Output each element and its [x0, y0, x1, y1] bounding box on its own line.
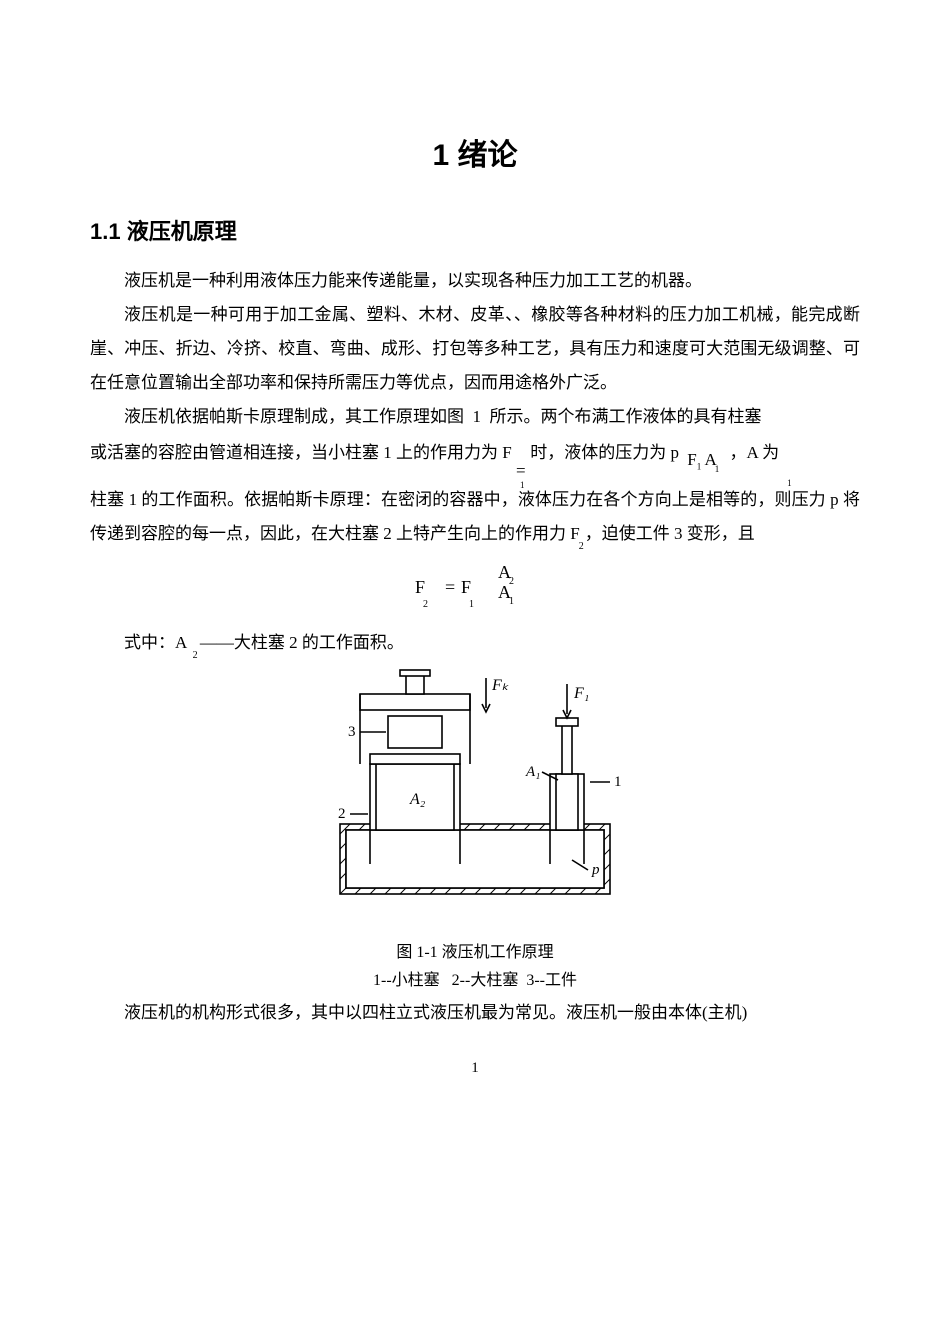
svg-text:2: 2 [338, 806, 346, 822]
svg-text:p: p [591, 862, 600, 878]
last-paragraph: 液压机的机构形式很多，其中以四柱立式液压机最为常见。液压机一般由本体(主机) [90, 996, 860, 1030]
svg-text:F₁: F₁ [573, 685, 589, 702]
p3b-prefix: 或活塞的容腔由管道相连接，当小柱塞 1 上的作用力为 F [90, 443, 516, 462]
svg-text:A₂: A₂ [409, 791, 426, 808]
figure-caption: 图 1-1 液压机工作原理 [90, 938, 860, 962]
paragraph-1: 液压机是一种利用液体压力能来传递能量，以实现各种压力加工工艺的机器。 [90, 264, 860, 298]
page-number: 1 [90, 1060, 860, 1077]
paragraph-3b: 或活塞的容腔由管道相连接，当小柱塞 1 上的作用力为 F =1 时，液体的压力为… [90, 434, 860, 473]
svg-text:Fₖ: Fₖ [491, 677, 509, 694]
paragraph-3a: 液压机依据帕斯卡原理制成，其工作原理如图 1 所示。两个布满工作液体的具有柱塞 [90, 400, 860, 434]
figure-legend: 1--小柱塞 2--大柱塞 3--工件 [90, 966, 860, 990]
chapter-title: 1 绪论 [90, 130, 860, 174]
paragraph-4: 柱塞 1 的工作面积。依据帕斯卡原理：在密闭的容器中，液体压力在各个方向上是相等… [90, 483, 860, 551]
section-1-1-title: 1.1 液压机原理 [90, 214, 860, 246]
paragraph-2: 液压机是一种可用于加工金属、塑料、木材、皮革、、橡胶等各种材料的压力加工机械，能… [90, 298, 860, 400]
figure-1-1: A₂ A₁ p Fₖ F₁ 1 2 3 图 1-1 液压机工作原理 1--小柱塞… [90, 664, 860, 990]
p3b-mid: 时，液体的压力为 p [530, 443, 683, 462]
svg-text:A₁: A₁ [525, 764, 540, 780]
after-formula: 式中：A 2 ——大柱塞 2 的工作面积。 [90, 629, 860, 656]
hydraulic-diagram-icon: A₂ A₁ p Fₖ F₁ 1 2 3 [310, 664, 640, 934]
svg-text:3: 3 [348, 724, 356, 740]
p3b-suffix: ，A 为 [730, 443, 780, 462]
page: 1 绪论 1.1 液压机原理 液压机是一种利用液体压力能来传递能量，以实现各种压… [0, 0, 950, 1137]
svg-text:1: 1 [614, 774, 622, 790]
formula-block: F2 = F1 A2 A1 [90, 563, 860, 623]
pressure-fraction: F1 A1 [687, 441, 721, 478]
